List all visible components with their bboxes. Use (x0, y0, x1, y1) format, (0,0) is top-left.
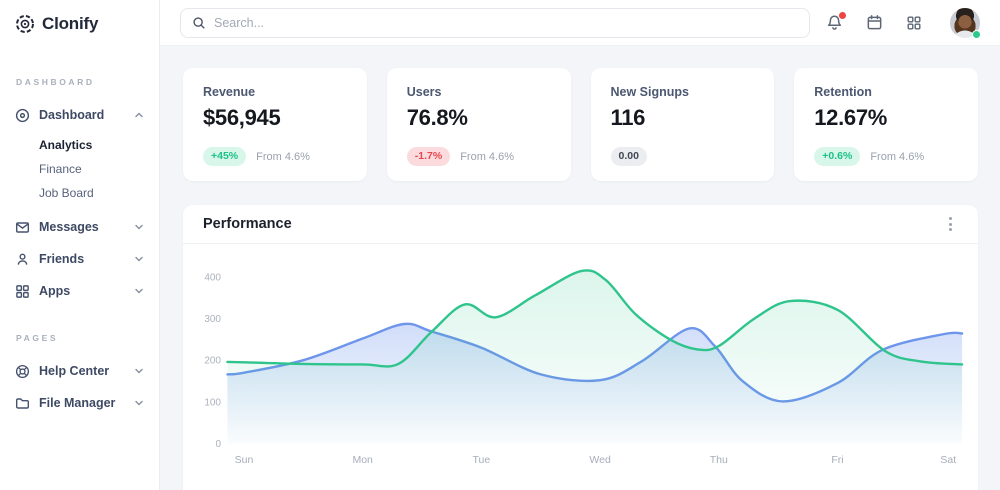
chevron-down-icon (134, 222, 144, 232)
section-label-dashboard: DASHBOARD (16, 77, 95, 87)
stat-value: $56,945 (203, 105, 281, 130)
y-axis-tick-label: 300 (204, 314, 221, 325)
sidebar-subitem-analytics[interactable]: Analytics (39, 138, 93, 152)
notification-dot (839, 11, 846, 19)
sidebar-item-help-center[interactable]: Help Center (0, 355, 159, 387)
chevron-up-icon (134, 110, 144, 120)
sidebar-item-label: Dashboard (39, 108, 105, 122)
sidebar-item-label: Messages (39, 220, 99, 234)
chevron-down-icon (134, 254, 144, 264)
app-logo[interactable]: Clonify (0, 12, 159, 36)
sidebar-item-messages[interactable]: Messages (0, 211, 159, 243)
stat-note: From 4.6% (870, 150, 925, 163)
grid-squares-icon (15, 284, 30, 299)
chevron-down-icon (134, 286, 144, 296)
performance-card: Performance 0 100 200 300 400 Sun Mon Tue Wed Thu… (183, 205, 978, 490)
sidebar-item-label: Apps (39, 284, 71, 298)
x-axis-day-label: Thu (710, 454, 728, 466)
folder-icon (15, 396, 30, 411)
topbar (160, 0, 1000, 46)
stat-label: Revenue (203, 85, 256, 99)
x-axis-day-label: Mon (352, 454, 373, 466)
sidebar-item-label: File Manager (39, 396, 116, 410)
dashboard-sub-items: Analytics Finance Job Board (0, 131, 159, 211)
sidebar-item-label: Friends (39, 252, 85, 266)
topbar-actions (826, 7, 981, 39)
y-axis-tick-label: 100 (204, 397, 221, 408)
content: Revenue $56,945 +45% From 4.6% Users 76.… (160, 46, 1000, 490)
sidebar-item-apps[interactable]: Apps (0, 275, 159, 307)
dashboard-disc-icon (15, 108, 30, 123)
sidebar-subitem-job-board[interactable]: Job Board (39, 186, 94, 200)
stat-note: From 4.6% (256, 150, 310, 163)
life-buoy-icon (15, 364, 30, 379)
stat-card-revenue: Revenue $56,945 +45% From 4.6% (183, 68, 367, 181)
chevron-down-icon (134, 398, 144, 408)
calendar-icon[interactable] (866, 14, 883, 31)
x-axis-day-label: Fri (831, 454, 843, 466)
chart-area-green-series (227, 270, 963, 444)
stat-card-retention: Retention 12.67% +0.6% From 4.6% (794, 68, 978, 181)
sidebar-item-friends[interactable]: Friends (0, 243, 159, 275)
online-status-dot (972, 29, 981, 39)
stat-value: 116 (610, 105, 646, 130)
stats-row: Revenue $56,945 +45% From 4.6% Users 76.… (183, 68, 978, 181)
bell-icon[interactable] (826, 11, 846, 32)
x-axis-day-label: Sat (940, 454, 956, 466)
sidebar: Clonify DASHBOARD Dashboard Analytics Fi… (0, 0, 160, 490)
search-icon (192, 16, 206, 30)
chart-axis-group: 0 100 200 300 400 Sun Mon Tue Wed Thu Fri Sat (204, 272, 956, 466)
stat-card-users: Users 76.8% -1.7% From 4.6% (386, 68, 571, 181)
avatar[interactable] (950, 7, 981, 39)
x-axis-day-label: Tue (473, 454, 491, 466)
sidebar-item-label: Help Center (39, 364, 110, 378)
person-icon (15, 252, 30, 267)
kebab-menu-icon[interactable] (943, 213, 958, 235)
stat-value: 76.8% (406, 105, 468, 130)
section-label-pages: PAGES (16, 333, 59, 343)
performance-card-header: Performance (183, 205, 978, 244)
search-box[interactable] (180, 7, 810, 38)
stat-label: Users (406, 85, 442, 99)
x-axis-day-label: Sun (235, 454, 254, 466)
app-title: Clonify (42, 14, 99, 33)
status-badge: -1.7% (406, 147, 451, 166)
chart-series-group (226, 269, 964, 444)
performance-chart-svg: 0 100 200 300 400 Sun Mon Tue Wed Thu Fri Sat (204, 269, 964, 466)
search-input[interactable] (214, 15, 798, 30)
y-axis-tick-label: 400 (204, 272, 221, 283)
stat-label: Retention (814, 85, 872, 99)
stat-note: From 4.6% (460, 150, 514, 163)
chart-title: Performance (203, 216, 292, 232)
chart-line-green-series (226, 269, 964, 368)
chevron-down-icon (134, 366, 144, 376)
main-area: Revenue $56,945 +45% From 4.6% Users 76.… (160, 0, 1000, 490)
status-badge: 0.00 (610, 147, 647, 166)
x-axis-day-label: Wed (589, 454, 611, 466)
status-badge: +45% (203, 147, 247, 166)
sidebar-item-dashboard[interactable]: Dashboard (0, 99, 159, 131)
mail-envelope-icon (15, 220, 30, 235)
sidebar-subitem-finance[interactable]: Finance (39, 162, 82, 176)
y-axis-tick-label: 0 (215, 439, 221, 450)
stat-label: New Signups (610, 85, 689, 99)
stat-value: 12.67% (814, 105, 888, 130)
stat-card-new-signups: New Signups 116 0.00 (590, 68, 775, 181)
status-badge: +0.6% (814, 147, 861, 166)
clonify-logo-icon (15, 14, 35, 34)
apps-grid-icon[interactable] (906, 15, 922, 31)
y-axis-tick-label: 200 (204, 356, 221, 367)
sidebar-item-file-manager[interactable]: File Manager (0, 387, 159, 419)
